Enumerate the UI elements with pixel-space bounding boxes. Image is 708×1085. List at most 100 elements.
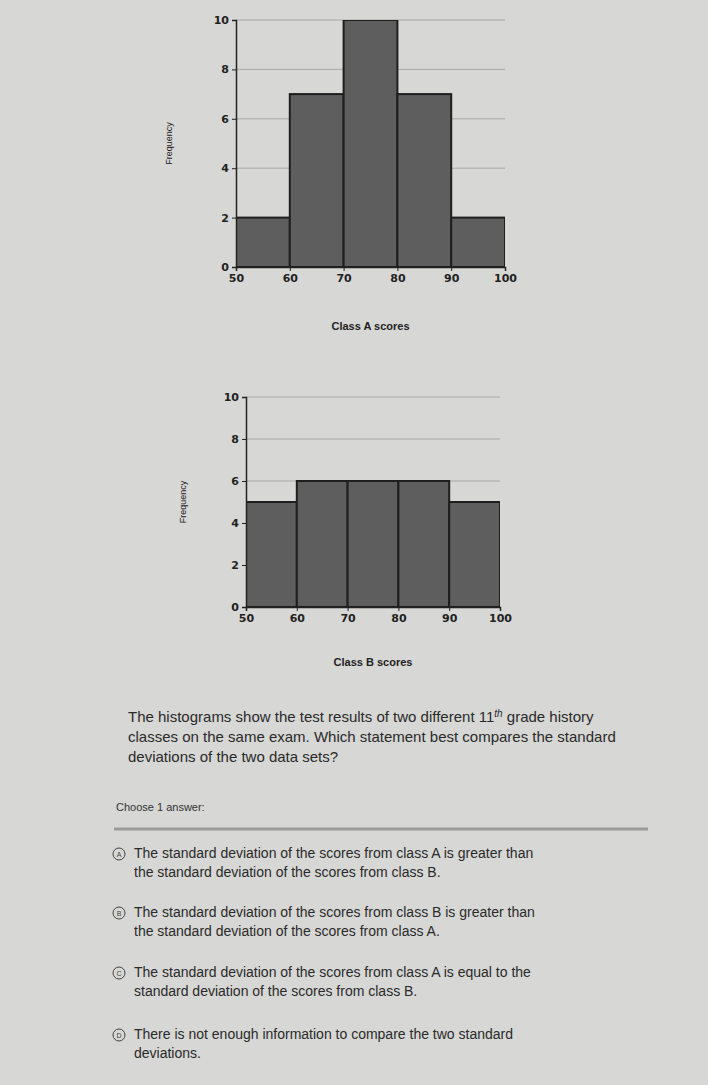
x-axis: 50 60 70 80 90 100 <box>239 607 512 625</box>
bar <box>397 94 451 267</box>
tick: 70 <box>336 267 352 285</box>
choice-radio[interactable] <box>113 967 125 979</box>
grid <box>236 20 505 267</box>
tick: 2 <box>221 212 236 225</box>
bar <box>348 481 399 607</box>
tick-label: 2 <box>231 559 239 572</box>
question-text: grade history <box>503 708 594 725</box>
tick-mark <box>505 267 506 271</box>
choice[interactable]: CThe standard deviation of the scores fr… <box>113 964 531 999</box>
tick-label: 6 <box>231 475 239 488</box>
tick: 50 <box>229 267 245 285</box>
question-text: 11 <box>479 708 495 725</box>
tick-label: 2 <box>221 212 229 225</box>
tick-mark <box>398 607 399 611</box>
tick: 4 <box>231 517 246 530</box>
choice-letter: C <box>116 970 121 977</box>
choice-letter: B <box>117 910 122 917</box>
tick-mark <box>449 607 450 611</box>
tick-mark <box>232 20 236 21</box>
choice-text: deviations. <box>134 1045 201 1061</box>
y-axis-label: Frequency <box>164 122 174 165</box>
bar <box>449 502 500 607</box>
tick-mark <box>242 607 246 608</box>
tick-label: 90 <box>442 612 458 625</box>
y-axis: 0246810 <box>214 14 237 274</box>
tick: 0 <box>231 601 246 614</box>
tick: 80 <box>390 267 406 285</box>
choice-radio[interactable] <box>113 848 125 860</box>
tick: 2 <box>231 559 246 572</box>
tick-label: 8 <box>231 433 239 446</box>
choice-text: There is not enough information to compa… <box>134 1026 513 1042</box>
choice-text: the standard deviation of the scores fro… <box>134 923 440 939</box>
x-axis-label: Class A scores <box>331 320 409 332</box>
question-line: The histograms show the test results of … <box>128 708 594 726</box>
tick-label: 60 <box>283 272 299 285</box>
tick-mark <box>397 267 398 271</box>
choice[interactable]: AThe standard deviation of the scores fr… <box>113 845 533 880</box>
tick: 70 <box>340 607 356 625</box>
tick: 10 <box>224 391 246 404</box>
choice-radio[interactable] <box>113 907 125 919</box>
tick-label: 10 <box>224 391 240 404</box>
question-line: deviations of the two data sets? <box>128 748 338 765</box>
y-axis: 0 2 4 6 8 10 <box>224 391 247 614</box>
tick: 80 <box>391 607 407 625</box>
choice-letter: D <box>116 1032 121 1039</box>
tick-label: 50 <box>229 272 245 285</box>
tick: 90 <box>444 267 460 285</box>
tick-label: 4 <box>231 517 239 530</box>
tick-label: 6 <box>221 113 229 126</box>
bars <box>236 20 505 267</box>
histogram-chart: 50607080901000246810Class A scoresFreque… <box>164 14 517 332</box>
tick: 8 <box>231 433 246 446</box>
prompt: Choose 1 answer: <box>116 801 205 813</box>
tick-mark <box>344 267 345 271</box>
separator <box>114 828 648 831</box>
tick-label: 100 <box>494 272 517 285</box>
tick-mark <box>348 607 349 611</box>
tick-label: 70 <box>340 612 356 625</box>
tick-label: 0 <box>231 601 239 614</box>
x-axis-label: Class B scores <box>334 656 413 668</box>
choice-text: the standard deviation of the scores fro… <box>134 864 441 880</box>
choice[interactable]: D There is not enough information to comp… <box>113 1026 513 1061</box>
tick-mark <box>290 267 291 271</box>
histogram-chart: 50 60 70 80 90 100 0 2 4 6 8 10 Class B scores Freque… <box>178 391 512 668</box>
tick-mark <box>232 218 236 219</box>
grid-line <box>246 439 500 440</box>
bars <box>246 481 500 607</box>
question-text: deviations of the two data sets? <box>128 748 338 765</box>
tick-mark <box>297 607 298 611</box>
tick: 8 <box>221 63 236 76</box>
choice[interactable]: BThe standard deviation of the scores fr… <box>113 904 535 939</box>
question-text: The histograms show the test results of … <box>128 708 479 725</box>
tick: 100 <box>489 607 512 625</box>
background <box>0 0 708 1085</box>
choice-text: standard deviation of the scores from cl… <box>134 983 417 999</box>
tick-mark <box>232 267 236 268</box>
tick: 100 <box>494 267 517 285</box>
tick: 60 <box>290 607 306 625</box>
tick: 60 <box>283 267 299 285</box>
tick-mark <box>242 523 246 524</box>
tick-label: 90 <box>444 272 460 285</box>
bar <box>297 481 348 607</box>
page: 50 60 70 80 90 100 0 2 4 6 8 10 Class A scores Freque… <box>0 0 708 1085</box>
tick: 50 <box>239 607 255 625</box>
bar <box>344 20 398 267</box>
tick-label: 8 <box>221 63 229 76</box>
tick-label: 100 <box>489 612 512 625</box>
choice-letter: A <box>117 851 122 858</box>
y-axis-label: Frequency <box>178 480 188 523</box>
choice-radio[interactable] <box>113 1029 125 1041</box>
tick-label: 4 <box>221 162 229 175</box>
tick-label: 10 <box>214 14 230 27</box>
tick-mark <box>232 69 236 70</box>
question: The histograms show the test results of … <box>128 708 616 766</box>
x-axis: 50 60 70 80 90 100 <box>229 267 517 285</box>
tick-mark <box>242 439 246 440</box>
question-line: classes on the same exam. Which statemen… <box>128 728 616 745</box>
tick-label: 80 <box>390 272 406 285</box>
